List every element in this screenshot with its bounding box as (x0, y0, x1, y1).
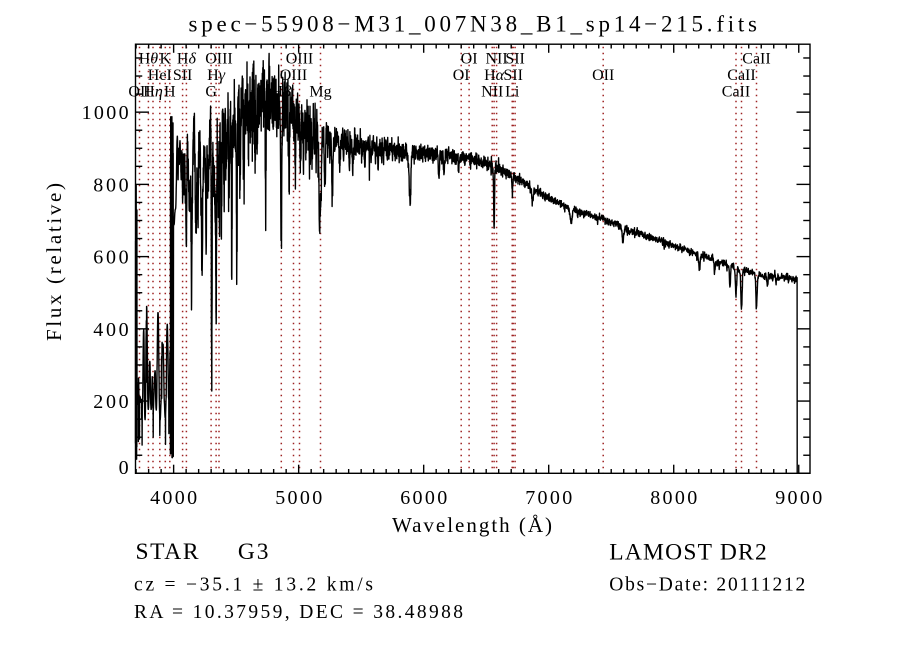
svg-text:spec−55908−M31_007N38_B1_sp14−: spec−55908−M31_007N38_B1_sp14−215.fits (189, 11, 758, 36)
svg-text:Hδ: Hδ (177, 51, 197, 68)
svg-text:Hβ: Hβ (272, 84, 292, 101)
svg-text:Hγ: Hγ (207, 67, 226, 84)
svg-text:Hη: Hη (143, 84, 163, 101)
svg-text:SII: SII (505, 51, 525, 68)
svg-text:OIII: OIII (205, 51, 233, 68)
svg-text:Wavelength (Å): Wavelength (Å) (392, 513, 552, 537)
svg-text:SII: SII (503, 67, 523, 84)
svg-text:NII: NII (481, 84, 503, 101)
svg-text:G: G (205, 84, 217, 101)
svg-text:Li: Li (505, 84, 520, 101)
svg-text:LAMOST DR2: LAMOST DR2 (609, 540, 766, 566)
svg-text:800: 800 (93, 174, 128, 196)
svg-text:Hθ: Hθ (139, 51, 159, 68)
svg-text:cz = −35.1 ± 13.2 km/s: cz = −35.1 ± 13.2 km/s (134, 575, 373, 596)
svg-text:CaII: CaII (722, 84, 750, 101)
svg-text:G3: G3 (238, 539, 269, 565)
svg-text:CaII: CaII (727, 67, 755, 84)
svg-text:400: 400 (93, 319, 128, 341)
svg-text:STAR: STAR (136, 539, 199, 565)
svg-text:NII: NII (485, 51, 507, 68)
svg-text:Hα: Hα (484, 67, 505, 84)
svg-text:CaII: CaII (742, 51, 770, 68)
svg-text:Obs−Date: 20111212: Obs−Date: 20111212 (609, 574, 805, 595)
svg-text:600: 600 (93, 247, 128, 269)
svg-text:HeI: HeI (148, 67, 172, 84)
svg-text:H: H (164, 84, 176, 101)
svg-text:K: K (160, 51, 172, 68)
svg-text:OI: OI (453, 67, 470, 84)
svg-text:OII: OII (128, 84, 150, 101)
svg-text:SII: SII (173, 67, 193, 84)
svg-text:OIII: OIII (286, 51, 314, 68)
svg-text:Mg: Mg (309, 84, 331, 101)
svg-text:OII: OII (592, 67, 614, 84)
svg-text:OIII: OIII (280, 67, 308, 84)
svg-text:OI: OI (461, 51, 478, 68)
svg-text:RA = 10.37959, DEC = 38.4898: RA = 10.37959, DEC = 38.48988 (134, 602, 463, 623)
svg-text:Flux (relative): Flux (relative) (42, 183, 66, 341)
svg-text:0: 0 (119, 457, 129, 479)
svg-text:200: 200 (93, 391, 128, 413)
